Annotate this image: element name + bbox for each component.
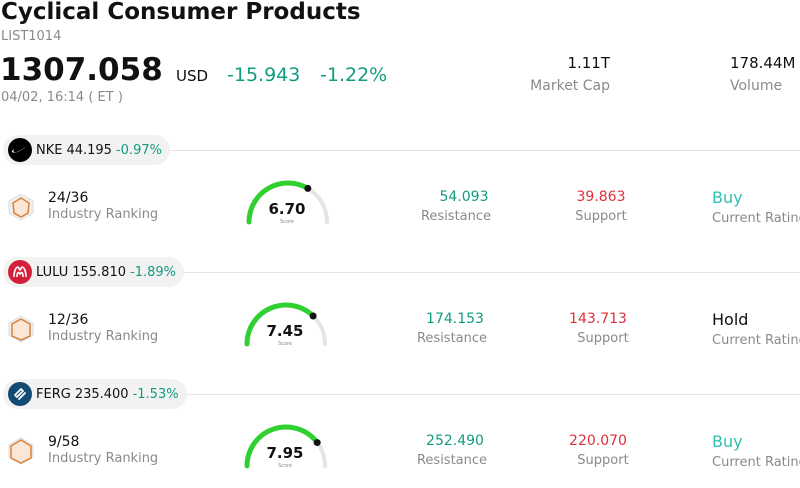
resistance-value: 252.490 [426, 433, 484, 449]
industry-rank: 9/58 [48, 434, 80, 450]
gauge-marker [304, 184, 312, 192]
ranking-badge-icon [8, 437, 34, 465]
industry-rank-label: Industry Ranking [48, 329, 159, 344]
market-cap-value: 1.11T [567, 54, 610, 72]
stock-ticker: NKE [36, 142, 63, 158]
currency-label: USD [176, 67, 209, 85]
timestamp: 04/02, 16:14 ( ET ) [1, 90, 123, 105]
score-label: Score [277, 341, 292, 347]
section-divider [168, 150, 800, 151]
stock-pill-ferg[interactable]: FERG 235.400 -1.53% [3, 379, 187, 409]
gauge-progress-arc [244, 424, 320, 469]
section-divider [168, 394, 800, 395]
nike-swoosh-icon [8, 138, 32, 162]
resistance-value: 54.093 [439, 189, 489, 205]
support-label: Support [577, 453, 629, 468]
lululemon-logo-icon [8, 260, 32, 284]
current-rating-label: Current Rating [712, 211, 800, 226]
score-value: 7.45 [266, 322, 304, 340]
current-rating-label: Current Rating [712, 455, 800, 470]
gauge-marker [313, 439, 321, 447]
ferguson-logo-icon [8, 382, 32, 406]
stock-change-percent: -1.89% [130, 264, 176, 280]
page-title: Cyclical Consumer Products [1, 0, 361, 25]
stock-price: 44.195 [66, 142, 112, 158]
support-value: 39.863 [576, 189, 626, 205]
industry-rank-label: Industry Ranking [48, 207, 159, 222]
ranking-badge-icon [8, 315, 34, 343]
resistance-label: Resistance [416, 331, 488, 346]
stock-change-percent: -1.53% [132, 386, 179, 402]
industry-rank: 24/36 [48, 190, 89, 206]
current-rating: Buy [712, 432, 743, 451]
resistance-label: Resistance [416, 453, 488, 468]
score-gauge [246, 180, 329, 225]
gauge-marker [309, 312, 317, 320]
score-gauge [244, 424, 327, 469]
resistance-label: Resistance [420, 209, 492, 224]
current-rating-label: Current Rating [712, 333, 800, 348]
gauge-progress-arc [246, 180, 311, 225]
index-price: 1307.058 [0, 52, 163, 88]
section-divider [168, 272, 800, 273]
stock-pill-nke[interactable]: NKE 44.195 -0.97% [3, 135, 170, 165]
stock-change-percent: -0.97% [115, 142, 162, 158]
stock-ticker: LULU [36, 264, 69, 280]
support-value: 220.070 [569, 433, 627, 449]
ranking-badge-icon [8, 193, 34, 221]
resistance-value: 174.153 [426, 311, 484, 327]
volume-label: Volume [730, 78, 783, 94]
score-label: Score [279, 219, 294, 225]
price-change-percent: -1.22% [320, 64, 388, 86]
support-label: Support [577, 331, 629, 346]
industry-rank: 12/36 [48, 312, 89, 328]
list-code: LIST1014 [1, 29, 62, 44]
industry-rank-label: Industry Ranking [48, 451, 159, 466]
price-change: -15.943 [227, 64, 301, 86]
score-value: 6.70 [268, 200, 306, 218]
support-value: 143.713 [569, 311, 627, 327]
current-rating: Hold [712, 310, 749, 329]
gauge-progress-arc [244, 302, 316, 347]
score-label: Score [277, 463, 292, 469]
stock-price: 155.810 [72, 264, 126, 280]
market-cap-label: Market Cap [530, 78, 610, 94]
stock-price: 235.400 [74, 386, 129, 402]
score-gauge [244, 302, 327, 347]
support-label: Support [575, 209, 627, 224]
volume-value: 178.44M [730, 54, 796, 72]
current-rating: Buy [712, 188, 743, 207]
stock-ticker: FERG [36, 386, 71, 402]
score-value: 7.95 [266, 444, 304, 462]
stock-pill-lulu[interactable]: LULU 155.810 -1.89% [3, 257, 184, 287]
